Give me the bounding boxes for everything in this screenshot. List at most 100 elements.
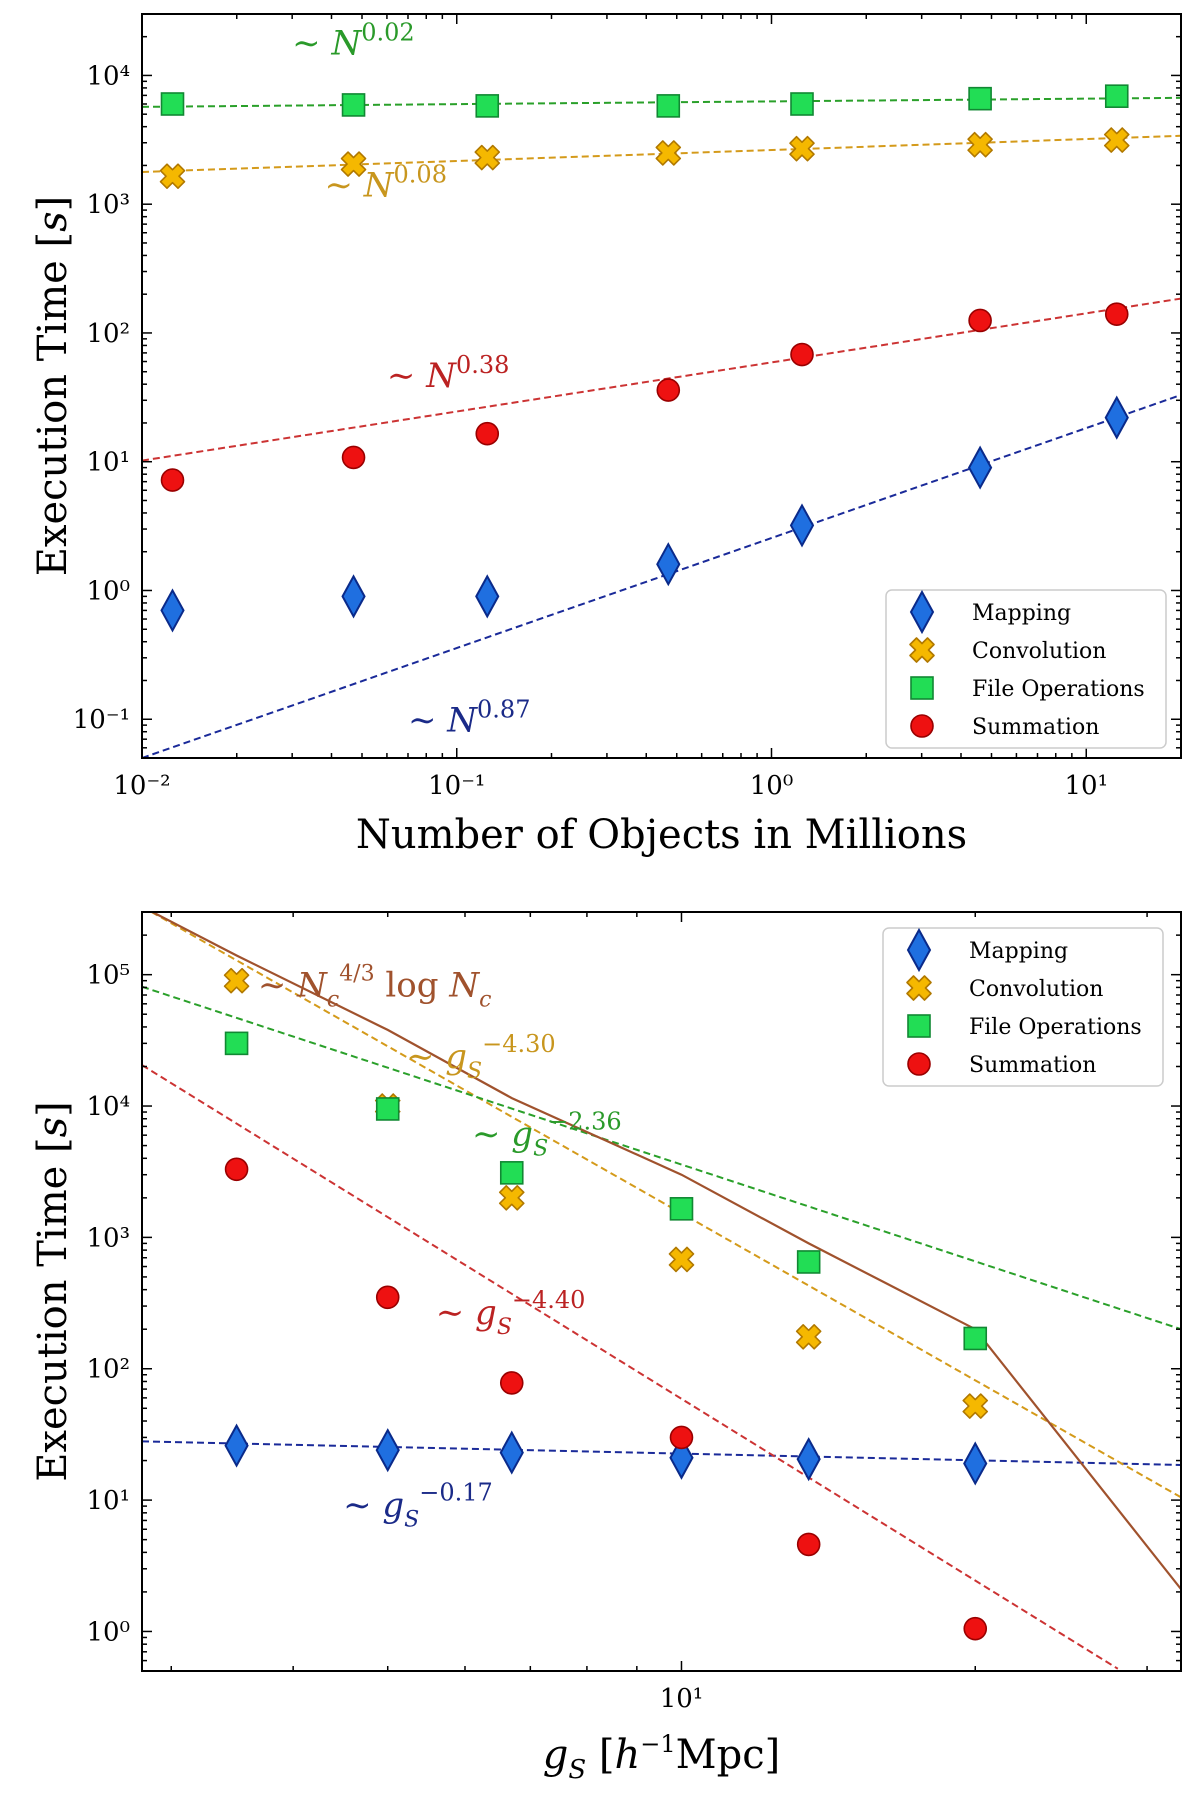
y-tick-label: 10⁰	[86, 576, 130, 606]
data-point-summation	[160, 468, 185, 492]
legend-label-convolution: Convolution	[969, 977, 1103, 1002]
data-point-file-operations	[499, 1161, 524, 1185]
data-point-file-operations	[1104, 84, 1129, 108]
y-tick-label: 10⁵	[86, 961, 130, 991]
data-point-convolution	[159, 163, 186, 189]
data-point-mapping	[224, 1423, 249, 1468]
data-point-file-operations	[375, 1097, 400, 1121]
y-tick-label: 10⁴	[86, 1092, 130, 1122]
legend-marker-mapping	[909, 589, 935, 635]
data-point-mapping	[499, 1430, 524, 1475]
panel-2-legend: Mapping Convolution File Operations Summati…	[882, 927, 1164, 1087]
data-point-summation	[656, 378, 681, 402]
data-point-convolution	[962, 1393, 989, 1419]
legend-label-mapping: Mapping	[972, 601, 1071, 626]
panel-1-annotations: ∼ N0.02 ∼ N0.08 ∼ N0.38 ∼ N0.87	[292, 19, 530, 741]
legend-frame	[885, 589, 1167, 749]
x-tick-label: 10⁻¹	[428, 771, 485, 801]
panel-1-chart: 10⁻² 10⁻¹ 10⁰ 10¹ 10⁻¹ 10⁰ 10¹ 10² 10³ 10⁴ ∼ N0.0…	[30, 13, 1182, 858]
y-tick-label: 10³	[86, 1223, 130, 1253]
legend-marker-summation	[910, 714, 934, 738]
legend-marker-file-operations	[907, 1014, 931, 1038]
data-point-mapping	[963, 1441, 988, 1486]
data-point-mapping	[656, 542, 681, 587]
y-tick-label: 10¹	[86, 448, 130, 478]
data-point-file-operations	[963, 1326, 988, 1351]
y-tick-label: 10²	[86, 1355, 130, 1385]
data-point-summation	[796, 1532, 821, 1557]
data-point-summation	[968, 308, 992, 333]
data-point-convolution	[789, 135, 815, 162]
x-tick-label: 10⁻²	[113, 771, 170, 801]
data-point-file-operations	[669, 1197, 694, 1221]
panel-2-chart: 10¹ 10⁰ 10¹ 10² 10³ 10⁴ 10⁵ ∼ Nc4/3 log Nc ∼ g…	[30, 911, 1182, 1785]
y-tick-label: 10⁻¹	[73, 705, 130, 735]
data-point-convolution	[655, 140, 682, 166]
panel-2-plot-frame	[141, 911, 1182, 1672]
panel-1-legend: Mapping Convolution File Operations Summati…	[885, 589, 1167, 749]
legend-label-convolution: Convolution	[972, 639, 1106, 664]
data-point-mapping	[967, 445, 993, 490]
x-tick-label: 10¹	[660, 1684, 704, 1714]
data-point-mapping	[341, 574, 366, 619]
x-tick-label: 10⁰	[750, 771, 794, 801]
data-point-summation	[1104, 302, 1129, 326]
data-point-summation	[341, 445, 366, 470]
legend-label-file-operations: File Operations	[972, 677, 1145, 702]
data-point-mapping	[160, 588, 185, 633]
data-point-file-operations	[796, 1250, 821, 1274]
legend-frame	[882, 927, 1164, 1087]
legend-marker-file-operations	[910, 676, 934, 700]
fit-line-file-operations	[142, 985, 1181, 1331]
fit-line-summation	[142, 297, 1181, 462]
data-point-convolution	[474, 144, 501, 171]
annotation-n-0.87: ∼ N0.87	[408, 696, 530, 741]
annotation-gs-2.36: ∼ gS−2.36	[472, 1108, 622, 1162]
data-point-summation	[499, 1371, 524, 1395]
data-point-summation	[375, 1285, 400, 1310]
panel-2-x-axis-title: gS [h−1Mpc]	[543, 1730, 780, 1785]
data-point-summation	[790, 342, 814, 367]
data-point-file-operations	[790, 92, 814, 116]
y-tick-label: 10²	[86, 319, 130, 349]
annotation-n-0.38: ∼ N0.38	[387, 351, 509, 396]
data-point-mapping	[475, 574, 500, 619]
data-point-mapping	[375, 1428, 400, 1473]
y-tick-label: 10⁰	[86, 1617, 130, 1647]
legend-label-mapping: Mapping	[969, 939, 1068, 964]
annotation-gs-4.30: ∼ gS−4.30	[406, 1030, 556, 1084]
data-point-convolution	[668, 1246, 695, 1273]
data-point-convolution	[223, 967, 250, 994]
legend-marker-mapping	[906, 927, 932, 973]
data-point-mapping	[789, 503, 815, 548]
annotation-gs-4.40: ∼ gS−4.40	[436, 1286, 586, 1340]
data-point-convolution	[340, 151, 367, 177]
data-point-file-operations	[224, 1031, 249, 1056]
data-point-convolution	[498, 1185, 525, 1211]
legend-marker-convolution	[909, 637, 935, 663]
data-point-file-operations	[656, 94, 681, 118]
fit-line-convolution	[149, 912, 1181, 1499]
panel-2-y-axis-title: Execution Time [s]	[30, 1101, 76, 1482]
data-point-mapping	[796, 1437, 821, 1482]
fit-line-summation	[142, 1064, 1119, 1670]
data-point-summation	[224, 1157, 249, 1182]
data-point-summation	[963, 1616, 988, 1641]
data-point-file-operations	[160, 92, 185, 116]
data-point-convolution	[795, 1324, 822, 1350]
x-tick-label: 10¹	[1064, 771, 1108, 801]
legend-label-file-operations: File Operations	[969, 1015, 1142, 1040]
panel-2-annotations: ∼ Nc4/3 log Nc ∼ gS−4.30 ∼ gS−2.36 ∼ gS−…	[258, 962, 622, 1533]
panel-1-x-axis-title: Number of Objects in Millions	[356, 812, 967, 858]
data-point-file-operations	[968, 86, 992, 111]
annotation-n-0.02: ∼ N0.02	[292, 19, 414, 64]
data-point-summation	[475, 421, 500, 446]
panel-1-y-axis-title: Execution Time [s]	[30, 196, 76, 577]
data-point-convolution	[1103, 127, 1130, 153]
y-tick-label: 10⁴	[86, 61, 130, 91]
fit-line-mapping	[142, 394, 1181, 758]
fit-line-mapping	[142, 1440, 1181, 1467]
legend-label-summation: Summation	[969, 1053, 1096, 1078]
annotation-nc-43-log-nc: ∼ Nc4/3 log Nc	[258, 962, 492, 1013]
